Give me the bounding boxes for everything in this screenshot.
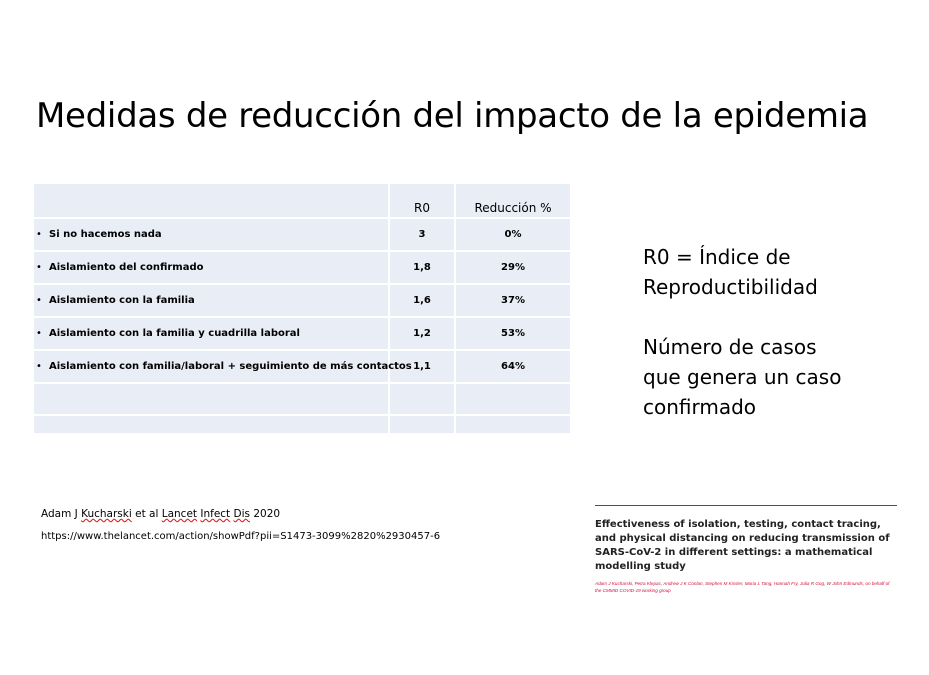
spellcheck-word: Infect [200,508,231,520]
spellcheck-word: Kucharski [81,508,132,520]
row-reduction: 37% [455,284,570,318]
paper-title: Effectiveness of isolation, testing, con… [595,519,890,572]
paper-header-image: Effectiveness of isolation, testing, con… [595,505,897,594]
definition-line: confirmado [643,395,757,419]
bullet: • [36,262,42,273]
bullet: • [36,328,42,339]
row-r0: 1,8 [389,251,456,285]
row-reduction: 0% [455,218,570,252]
definition-line: Número de casos [643,335,817,359]
paper-divider [595,505,897,506]
bullet: • [36,295,42,306]
table-row: • Aislamiento con la familia y cuadrilla … [34,317,570,351]
row-reduction: 53% [455,317,570,351]
citation-url[interactable]: https://www.thelancet.com/action/showPdf… [41,531,441,542]
table-row: • Aislamiento con la familia 1,6 37% [34,284,570,318]
row-r0: 1,6 [389,284,456,318]
definition-line: que genera un caso [643,365,842,389]
spellcheck-word: Lancet [161,508,198,520]
table-row: • Aislamiento con familia/laboral + segui… [34,350,570,384]
header-reduction: Reducción % [455,184,570,219]
reduction-table: R0 Reducción % • Si no hacemos nada 3 0% … [34,184,570,435]
row-r0: 1,2 [389,317,456,351]
bullet: • [36,361,42,372]
slide-title: Medidas de reducción del impacto de la e… [36,96,869,136]
row-r0: 3 [389,218,456,252]
paper-authors: Adam J Kucharski, Petra Klepac, Andrew J… [595,581,890,593]
citation-authors: Adam J Kucharski et al Lancet Infect Dis… [41,508,281,520]
bullet: • [36,229,42,240]
header-r0: R0 [389,184,456,219]
row-reduction: 29% [455,251,570,285]
definition-line: R0 = Índice de [643,245,791,269]
row-label: Aislamiento con la familia [49,295,195,306]
table-row-empty [34,415,570,435]
row-label: Aislamiento del confirmado [49,262,204,273]
table-row: • Aislamiento del confirmado 1,8 29% [34,251,570,285]
spellcheck-word: Dis [233,508,251,520]
row-label: Si no hacemos nada [49,229,162,240]
row-label: Aislamiento con familia/laboral + seguim… [49,361,412,372]
header-measure [34,184,390,219]
definition-line: Reproductibilidad [643,275,818,299]
table-row: • Si no hacemos nada 3 0% [34,218,570,252]
row-label: Aislamiento con la familia y cuadrilla l… [49,328,300,339]
row-reduction: 64% [455,350,570,384]
table-row-empty [34,383,570,416]
r0-definition: R0 = Índice de Reproductibilidad Número … [643,242,841,422]
table-header-row: R0 Reducción % [34,184,570,219]
row-r0: 1,1 [389,350,456,384]
